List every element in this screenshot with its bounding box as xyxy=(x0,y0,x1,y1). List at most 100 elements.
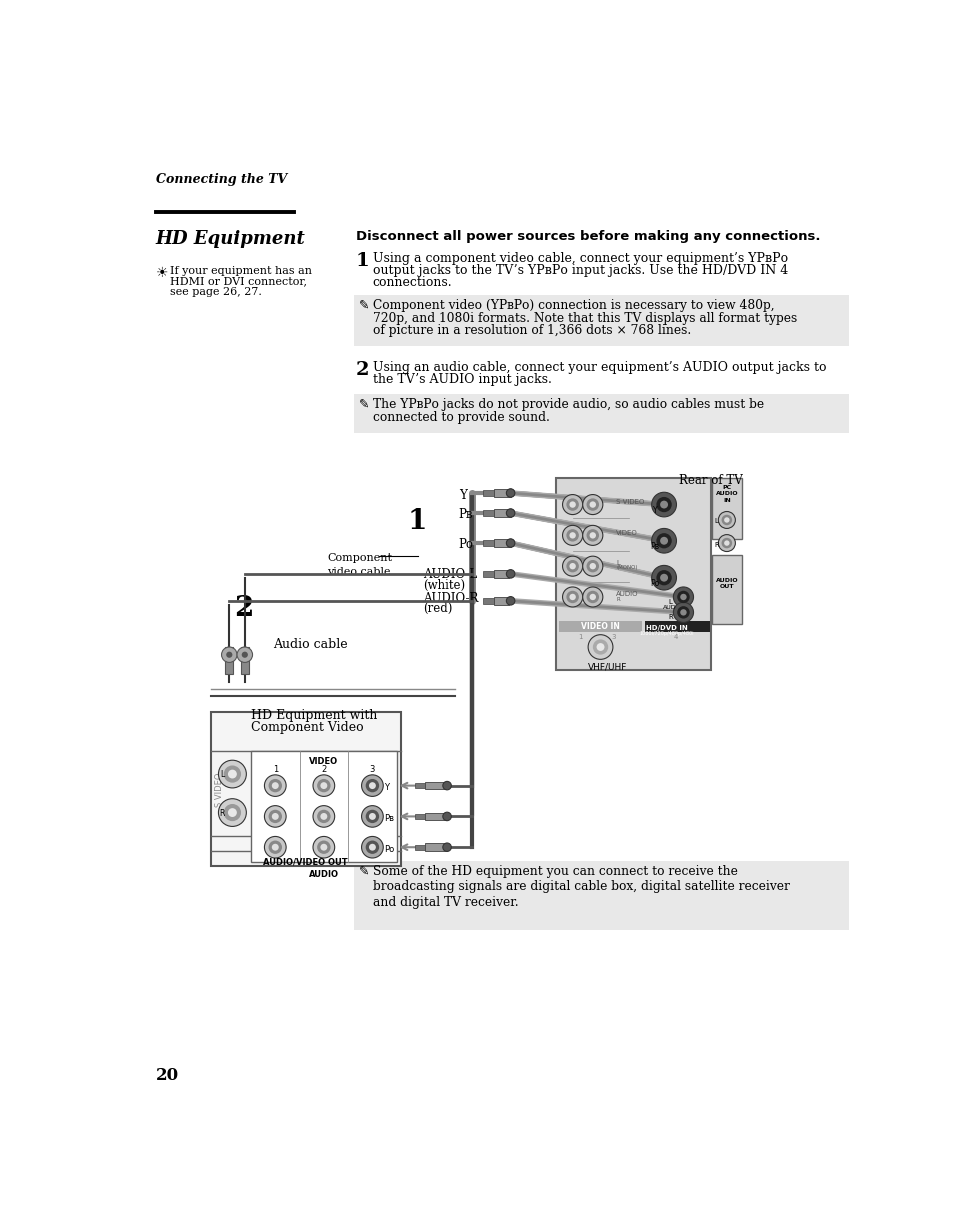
Circle shape xyxy=(582,525,602,546)
Circle shape xyxy=(586,529,598,542)
Text: broadcasting signals are digital cable box, digital satellite receiver: broadcasting signals are digital cable b… xyxy=(373,880,789,894)
Text: the TV’s AUDIO input jacks.: the TV’s AUDIO input jacks. xyxy=(373,372,551,386)
Circle shape xyxy=(506,509,514,516)
Text: VHF/UHF: VHF/UHF xyxy=(587,663,627,672)
Circle shape xyxy=(582,495,602,514)
Circle shape xyxy=(221,647,236,663)
Bar xyxy=(211,713,400,867)
Circle shape xyxy=(677,606,689,619)
Circle shape xyxy=(506,540,514,547)
Bar xyxy=(425,781,445,790)
Circle shape xyxy=(264,775,286,796)
Text: L: L xyxy=(714,519,718,525)
Circle shape xyxy=(365,810,378,823)
Bar xyxy=(415,783,425,789)
Bar xyxy=(644,620,709,631)
Bar xyxy=(493,490,509,497)
Circle shape xyxy=(272,783,278,789)
Text: R: R xyxy=(219,808,225,818)
Text: Component Video: Component Video xyxy=(251,720,363,734)
Bar xyxy=(354,295,847,346)
Circle shape xyxy=(659,537,667,545)
Circle shape xyxy=(218,761,246,788)
Text: 720p, and 1080i formats. Note that this TV displays all format types: 720p, and 1080i formats. Note that this … xyxy=(373,311,796,325)
Bar xyxy=(415,845,425,850)
Bar xyxy=(493,540,509,547)
Bar xyxy=(711,554,740,624)
Circle shape xyxy=(569,532,576,538)
Circle shape xyxy=(723,541,729,546)
Circle shape xyxy=(589,502,596,508)
Text: 4: 4 xyxy=(673,634,678,640)
Circle shape xyxy=(316,840,331,853)
Bar xyxy=(483,598,493,603)
Circle shape xyxy=(264,836,286,858)
Circle shape xyxy=(320,844,327,851)
Text: L: L xyxy=(220,770,224,779)
Circle shape xyxy=(651,492,676,516)
Text: connections.: connections. xyxy=(373,276,452,289)
Circle shape xyxy=(569,502,576,508)
Circle shape xyxy=(442,842,451,851)
Bar xyxy=(225,647,233,674)
Text: ✎: ✎ xyxy=(358,298,369,311)
Circle shape xyxy=(582,587,602,607)
Circle shape xyxy=(656,570,671,585)
Circle shape xyxy=(442,781,451,790)
Circle shape xyxy=(586,498,598,510)
Circle shape xyxy=(506,597,515,606)
Text: HDMI or DVI connector,: HDMI or DVI connector, xyxy=(170,277,306,287)
Text: of picture in a resolution of 1,366 dots × 768 lines.: of picture in a resolution of 1,366 dots… xyxy=(373,325,690,337)
Text: Pᴏ: Pᴏ xyxy=(649,579,659,589)
Text: 1: 1 xyxy=(355,252,369,270)
Circle shape xyxy=(506,488,515,497)
Circle shape xyxy=(272,813,278,819)
Circle shape xyxy=(589,563,596,569)
Circle shape xyxy=(320,813,327,819)
Bar xyxy=(483,491,493,496)
Circle shape xyxy=(673,602,693,623)
Circle shape xyxy=(562,525,582,546)
Bar xyxy=(487,510,497,515)
Text: Audio cable: Audio cable xyxy=(273,637,347,651)
Text: output jacks to the TV’s YPʙPᴏ input jacks. Use the HD/DVD IN 4: output jacks to the TV’s YPʙPᴏ input jac… xyxy=(373,264,787,277)
Text: AUDIO-R: AUDIO-R xyxy=(422,592,477,604)
Bar xyxy=(241,647,249,674)
Circle shape xyxy=(566,529,578,542)
Text: L: L xyxy=(667,598,671,604)
Text: AUDIO: AUDIO xyxy=(309,869,338,879)
Bar xyxy=(497,540,510,547)
Circle shape xyxy=(723,518,729,523)
Text: Some of the HD equipment you can connect to receive the: Some of the HD equipment you can connect… xyxy=(373,864,737,878)
Circle shape xyxy=(226,652,233,658)
Circle shape xyxy=(587,635,612,659)
Text: ✎: ✎ xyxy=(358,864,369,877)
Circle shape xyxy=(589,593,596,601)
Circle shape xyxy=(659,501,667,508)
Text: VIDEO: VIDEO xyxy=(616,530,638,536)
Text: AUDIO-L: AUDIO-L xyxy=(422,569,476,581)
Text: (red): (red) xyxy=(422,602,452,614)
Circle shape xyxy=(365,779,378,792)
Text: 3: 3 xyxy=(611,634,616,640)
Text: IN: IN xyxy=(722,498,730,503)
Bar xyxy=(558,620,641,631)
Circle shape xyxy=(569,563,576,569)
Text: Pᴏ: Pᴏ xyxy=(384,845,394,853)
Circle shape xyxy=(656,534,671,548)
Circle shape xyxy=(228,769,236,779)
Text: 3: 3 xyxy=(370,764,375,774)
Circle shape xyxy=(369,813,375,819)
Circle shape xyxy=(228,808,236,817)
Text: 1: 1 xyxy=(578,634,582,640)
Text: Pᴏ: Pᴏ xyxy=(458,537,474,551)
Text: AUDIO: AUDIO xyxy=(616,591,638,597)
Circle shape xyxy=(562,495,582,514)
Text: S VIDEO: S VIDEO xyxy=(214,772,223,807)
Text: L: L xyxy=(616,560,619,567)
Circle shape xyxy=(596,643,604,651)
Text: PC: PC xyxy=(721,485,731,491)
Text: Y: Y xyxy=(384,784,389,792)
Circle shape xyxy=(651,565,676,590)
Text: ✎: ✎ xyxy=(358,398,369,410)
